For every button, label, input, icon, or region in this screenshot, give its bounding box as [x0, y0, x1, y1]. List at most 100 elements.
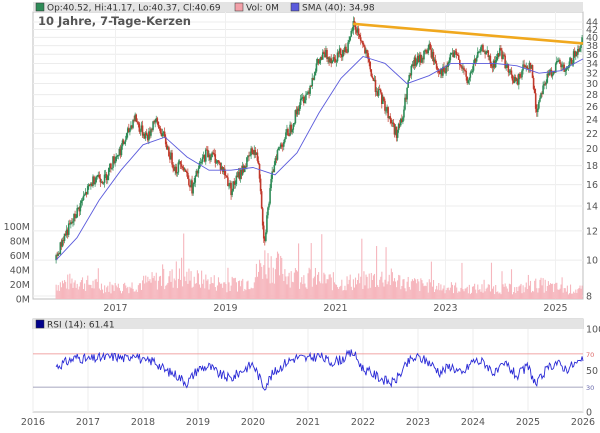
candle-body: [269, 188, 271, 204]
volume-bar: [560, 284, 562, 299]
volume-bar: [161, 285, 163, 299]
candle-body: [552, 70, 555, 75]
volume-bar: [335, 284, 338, 299]
candle-body: [214, 154, 217, 163]
rsi-time-axis: 2016 2017 2018 2019 2020 2021 2022 2023 2024 2025…: [21, 417, 595, 428]
volume-bar: [168, 276, 170, 299]
volume-bar: [475, 289, 477, 299]
candle-body: [139, 130, 142, 132]
candle-body: [257, 160, 260, 164]
candle-body: [343, 50, 345, 53]
candle-body: [332, 57, 335, 61]
candle-body: [87, 184, 90, 187]
volume-bar: [103, 293, 105, 299]
candle-body: [154, 120, 156, 123]
candle-body: [95, 176, 97, 183]
rsi-tick-label: 0: [586, 408, 592, 419]
volume-bar: [135, 289, 137, 299]
candle-body: [194, 176, 197, 183]
candle-body: [183, 169, 186, 171]
candle-body: [226, 175, 228, 178]
volume-bar: [125, 285, 127, 299]
candle-body: [73, 213, 75, 222]
volume-bar: [578, 288, 580, 299]
volume-bar: [137, 285, 139, 299]
volume-bar: [569, 284, 572, 299]
rsi-legend-label: RSI (14): 61.41: [47, 321, 115, 331]
candle-body: [295, 110, 298, 115]
volume-bar: [170, 281, 172, 299]
candle-body: [286, 129, 288, 133]
trend-line: [352, 22, 584, 45]
volume-bar: [493, 286, 495, 299]
candle-body: [305, 94, 307, 101]
volume-bar: [197, 273, 199, 299]
volume-bar: [404, 288, 406, 299]
volume-bar: [431, 286, 434, 299]
volume-bar: [57, 285, 59, 299]
candle-body: [119, 148, 122, 156]
candle-body: [475, 57, 478, 62]
volume-bar: [252, 288, 254, 299]
candle-body: [474, 58, 477, 62]
volume-bar: [66, 288, 68, 299]
candle-body: [505, 64, 507, 69]
candle-body: [163, 131, 166, 137]
volume-bar: [345, 290, 347, 299]
volume-bar: [510, 269, 513, 299]
volume-bar: [381, 271, 383, 299]
candle-body: [93, 176, 95, 185]
candle-body: [581, 37, 583, 45]
volume-bar: [194, 283, 196, 299]
candle-body: [86, 186, 89, 195]
candle-body: [501, 50, 503, 59]
volume-bar: [565, 291, 567, 299]
candle-body: [469, 72, 472, 78]
volume-bar: [442, 288, 444, 299]
volume-bar: [340, 285, 342, 299]
candle-body: [320, 57, 323, 60]
volume-bar: [435, 289, 437, 299]
candle-body: [576, 51, 578, 55]
candle-body: [304, 100, 306, 104]
candle-body: [412, 64, 415, 67]
volume-bar: [163, 268, 165, 299]
volume-bar: [105, 292, 107, 299]
volume-bar: [429, 282, 431, 299]
volume-bar: [152, 278, 154, 299]
volume-bar: [422, 283, 424, 299]
candle-body: [554, 63, 557, 73]
candle-body: [182, 167, 185, 171]
candle-body: [195, 170, 198, 177]
volume-bar: [181, 257, 183, 299]
volume-bar: [214, 287, 216, 299]
volume-bar: [111, 284, 113, 299]
volume-bar: [173, 278, 175, 299]
volume-bar: [253, 282, 255, 299]
candle-body: [177, 162, 180, 173]
price-tick-label: 36: [586, 50, 598, 61]
candle-body: [201, 157, 204, 162]
volume-bar: [439, 290, 441, 299]
volume-bar: [528, 285, 530, 299]
volume-bar: [558, 290, 560, 299]
candle-body: [306, 93, 308, 95]
candle-body: [520, 76, 522, 78]
volume-bar: [467, 293, 469, 299]
volume-bar: [515, 292, 517, 299]
candle-body: [411, 64, 414, 66]
rsi-legend-swatch: [35, 319, 45, 329]
candle-body: [452, 52, 455, 58]
candle-body: [378, 89, 381, 91]
candle-body: [396, 130, 399, 138]
candle-body: [298, 105, 301, 111]
volume-bar: [368, 273, 370, 299]
volume-bar: [56, 290, 58, 299]
candle-body: [568, 61, 571, 67]
volume-bar: [473, 286, 475, 299]
volume-bar: [455, 282, 457, 299]
candle-body: [435, 63, 438, 69]
candle-body: [145, 132, 148, 135]
volume-bar: [443, 285, 445, 299]
candle-body: [416, 55, 419, 63]
